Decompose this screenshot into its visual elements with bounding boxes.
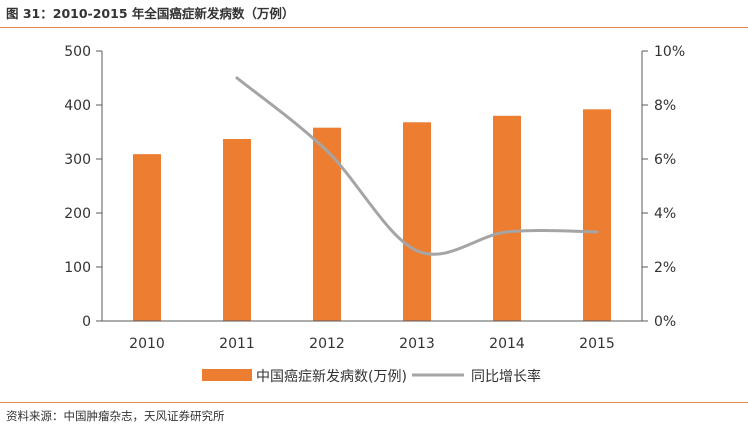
x-tick-label: 2012 <box>309 336 345 352</box>
bars <box>133 109 611 322</box>
x-tick-label: 2013 <box>399 336 435 352</box>
bar-2015 <box>583 109 611 321</box>
right-tick-label: 6% <box>654 152 676 168</box>
left-tick-label: 300 <box>64 152 91 168</box>
right-tick-label: 8% <box>654 98 676 114</box>
left-tick-label: 100 <box>64 260 91 276</box>
right-tick-label: 2% <box>654 260 676 276</box>
x-tick-label: 2010 <box>129 336 165 352</box>
right-tick-label: 4% <box>654 206 676 222</box>
x-tick-label: 2014 <box>489 336 525 352</box>
top-rule <box>0 27 748 28</box>
x-tick-label: 2011 <box>219 336 255 352</box>
left-tick-label: 500 <box>64 44 91 60</box>
bar-2011 <box>223 139 251 321</box>
right-tick-label: 0% <box>654 314 676 330</box>
source-note: 资料来源：中国肿瘤杂志，天风证券研究所 <box>6 409 225 423</box>
left-tick-label: 400 <box>64 98 91 114</box>
legend: 中国癌症新发病数(万例) 同比增长率 <box>202 368 541 385</box>
right-tick-label: 10% <box>654 44 685 60</box>
bar-2014 <box>493 115 521 321</box>
left-tick-label: 200 <box>64 206 91 222</box>
legend-bar-label: 中国癌症新发病数(万例) <box>256 369 407 385</box>
bar-2012 <box>313 127 341 322</box>
legend-bar-swatch <box>202 369 252 381</box>
growth-line-layer <box>235 76 599 256</box>
axes: 0 100 200 300 400 500 0% 2% 4% 6% 8% 10% 2010 2011 201… <box>64 44 685 352</box>
x-tick-label: 2015 <box>579 336 615 352</box>
bottom-rule <box>0 402 748 403</box>
legend-line-label: 同比增长率 <box>471 368 541 385</box>
chart: 0 100 200 300 400 500 0% 2% 4% 6% 8% 10% 2010 2011 201… <box>64 44 685 385</box>
left-tick-label: 0 <box>82 314 91 330</box>
bar-2010 <box>133 154 161 321</box>
figure-title: 图 31：2010-2015 年全国癌症新发病数（万例） <box>6 6 295 21</box>
bar-2013 <box>403 122 431 321</box>
